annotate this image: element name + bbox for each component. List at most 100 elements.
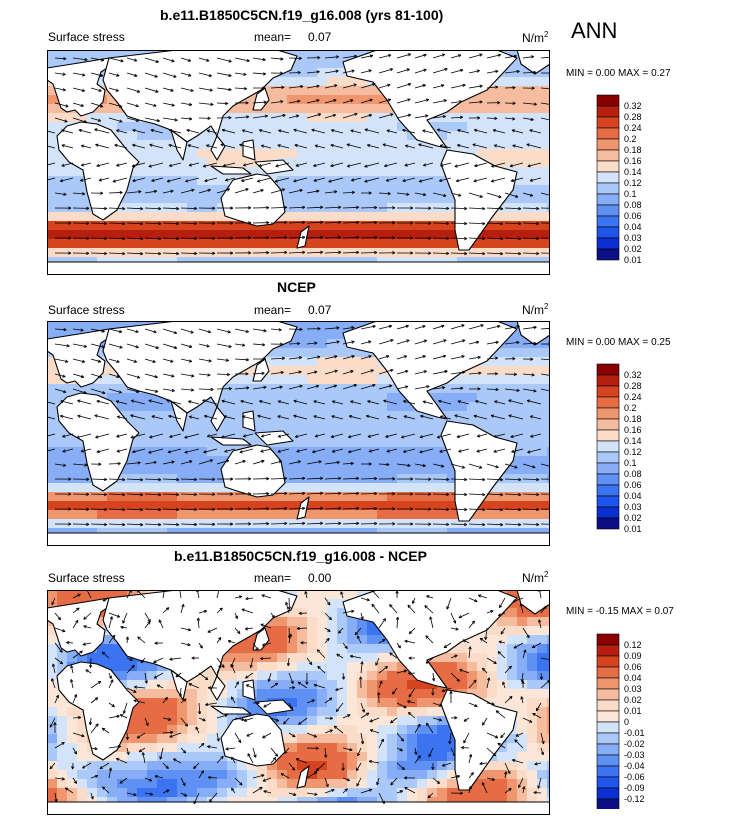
field-cell [47, 167, 58, 177]
colorbar-swatch [596, 484, 620, 497]
field-cell [227, 689, 238, 699]
stress-vector [234, 612, 238, 619]
field-cell [277, 393, 288, 403]
field-cell [307, 402, 318, 412]
field-cell [257, 122, 268, 132]
field-cell [547, 617, 550, 627]
field-cell [367, 375, 378, 385]
stress-vector [360, 597, 370, 602]
stress-vector [216, 607, 223, 614]
field-cell [147, 221, 158, 231]
stress-vector [342, 476, 360, 481]
field-cell [177, 788, 188, 798]
stress-vector [252, 701, 260, 705]
field-cell [427, 456, 438, 466]
field-cell [467, 131, 478, 141]
field-cell [267, 221, 278, 231]
stress-vector [270, 385, 283, 390]
stress-vector [162, 730, 174, 735]
field-cell [217, 743, 228, 753]
stress-vector [245, 672, 254, 679]
field-cell [307, 617, 318, 627]
stress-vector [540, 605, 547, 614]
field-cell [227, 420, 238, 430]
field-cell [327, 725, 338, 735]
land-india [170, 129, 188, 161]
stress-vector [486, 324, 501, 330]
field-cell [77, 501, 88, 511]
colorbar-tick-label: 0.1 [624, 458, 637, 468]
stress-vector [342, 370, 354, 375]
stress-vector [346, 143, 362, 149]
field-cell [377, 770, 388, 780]
stress-vector [224, 448, 236, 453]
stress-vector [72, 492, 90, 496]
field-cell [497, 86, 508, 96]
stress-vector [522, 86, 535, 90]
field-cell [377, 456, 388, 466]
stress-vector [153, 672, 164, 679]
field-cell [177, 447, 188, 457]
field-cell [507, 510, 518, 520]
field-cell [257, 140, 268, 150]
stress-vector [450, 477, 468, 482]
field-cell [187, 447, 198, 457]
field-cell [367, 492, 378, 502]
field-cell [47, 770, 58, 780]
field-cell [307, 194, 318, 204]
colorbar-swatch [596, 204, 620, 217]
stress-vector [72, 221, 90, 225]
stress-vector [527, 162, 542, 168]
stress-vector [108, 388, 122, 394]
field-cell [497, 662, 508, 672]
stress-vector [162, 117, 178, 122]
field-cell [377, 375, 388, 385]
stress-vector [72, 607, 80, 614]
field-cell [477, 644, 488, 654]
field-cell [267, 689, 278, 699]
field-cell [187, 779, 198, 789]
stress-vector [245, 596, 254, 601]
stress-vector [270, 100, 284, 104]
field-cell [507, 788, 518, 798]
field-cell [127, 474, 138, 484]
field-cell [547, 420, 550, 430]
field-cell [327, 608, 338, 618]
stress-vector [454, 162, 470, 168]
field-cell [367, 131, 378, 141]
field-cell [527, 167, 538, 177]
field-cell [547, 158, 550, 168]
stress-vector [360, 476, 378, 481]
stress-vector [324, 476, 342, 481]
field-cell [267, 366, 278, 376]
stress-vector [108, 507, 126, 512]
field-cell [477, 140, 488, 150]
stress-vector [462, 639, 470, 644]
field-cell [507, 689, 518, 699]
colorbar-swatch [596, 116, 620, 129]
field-cell [337, 384, 348, 394]
field-cell [537, 752, 548, 762]
stress-vector [324, 716, 333, 720]
field-cell [347, 510, 358, 520]
field-cell [197, 770, 208, 780]
field-cell [77, 716, 88, 726]
field-cell [377, 194, 388, 204]
field-cell [187, 230, 198, 240]
field-cell [387, 734, 398, 744]
field-cell [347, 743, 358, 753]
stress-vector [486, 463, 499, 469]
land-south-america [440, 149, 518, 251]
field-cell [227, 131, 238, 141]
field-cell [477, 104, 488, 114]
stress-vector [162, 72, 177, 78]
stress-vector [221, 128, 236, 134]
field-cell [547, 779, 550, 789]
field-cell [297, 653, 308, 663]
field-cell [277, 501, 288, 511]
field-cell [287, 483, 298, 493]
field-cell [47, 483, 58, 493]
field-cell [507, 230, 518, 240]
field-cell [247, 779, 258, 789]
field-cell [207, 671, 218, 681]
